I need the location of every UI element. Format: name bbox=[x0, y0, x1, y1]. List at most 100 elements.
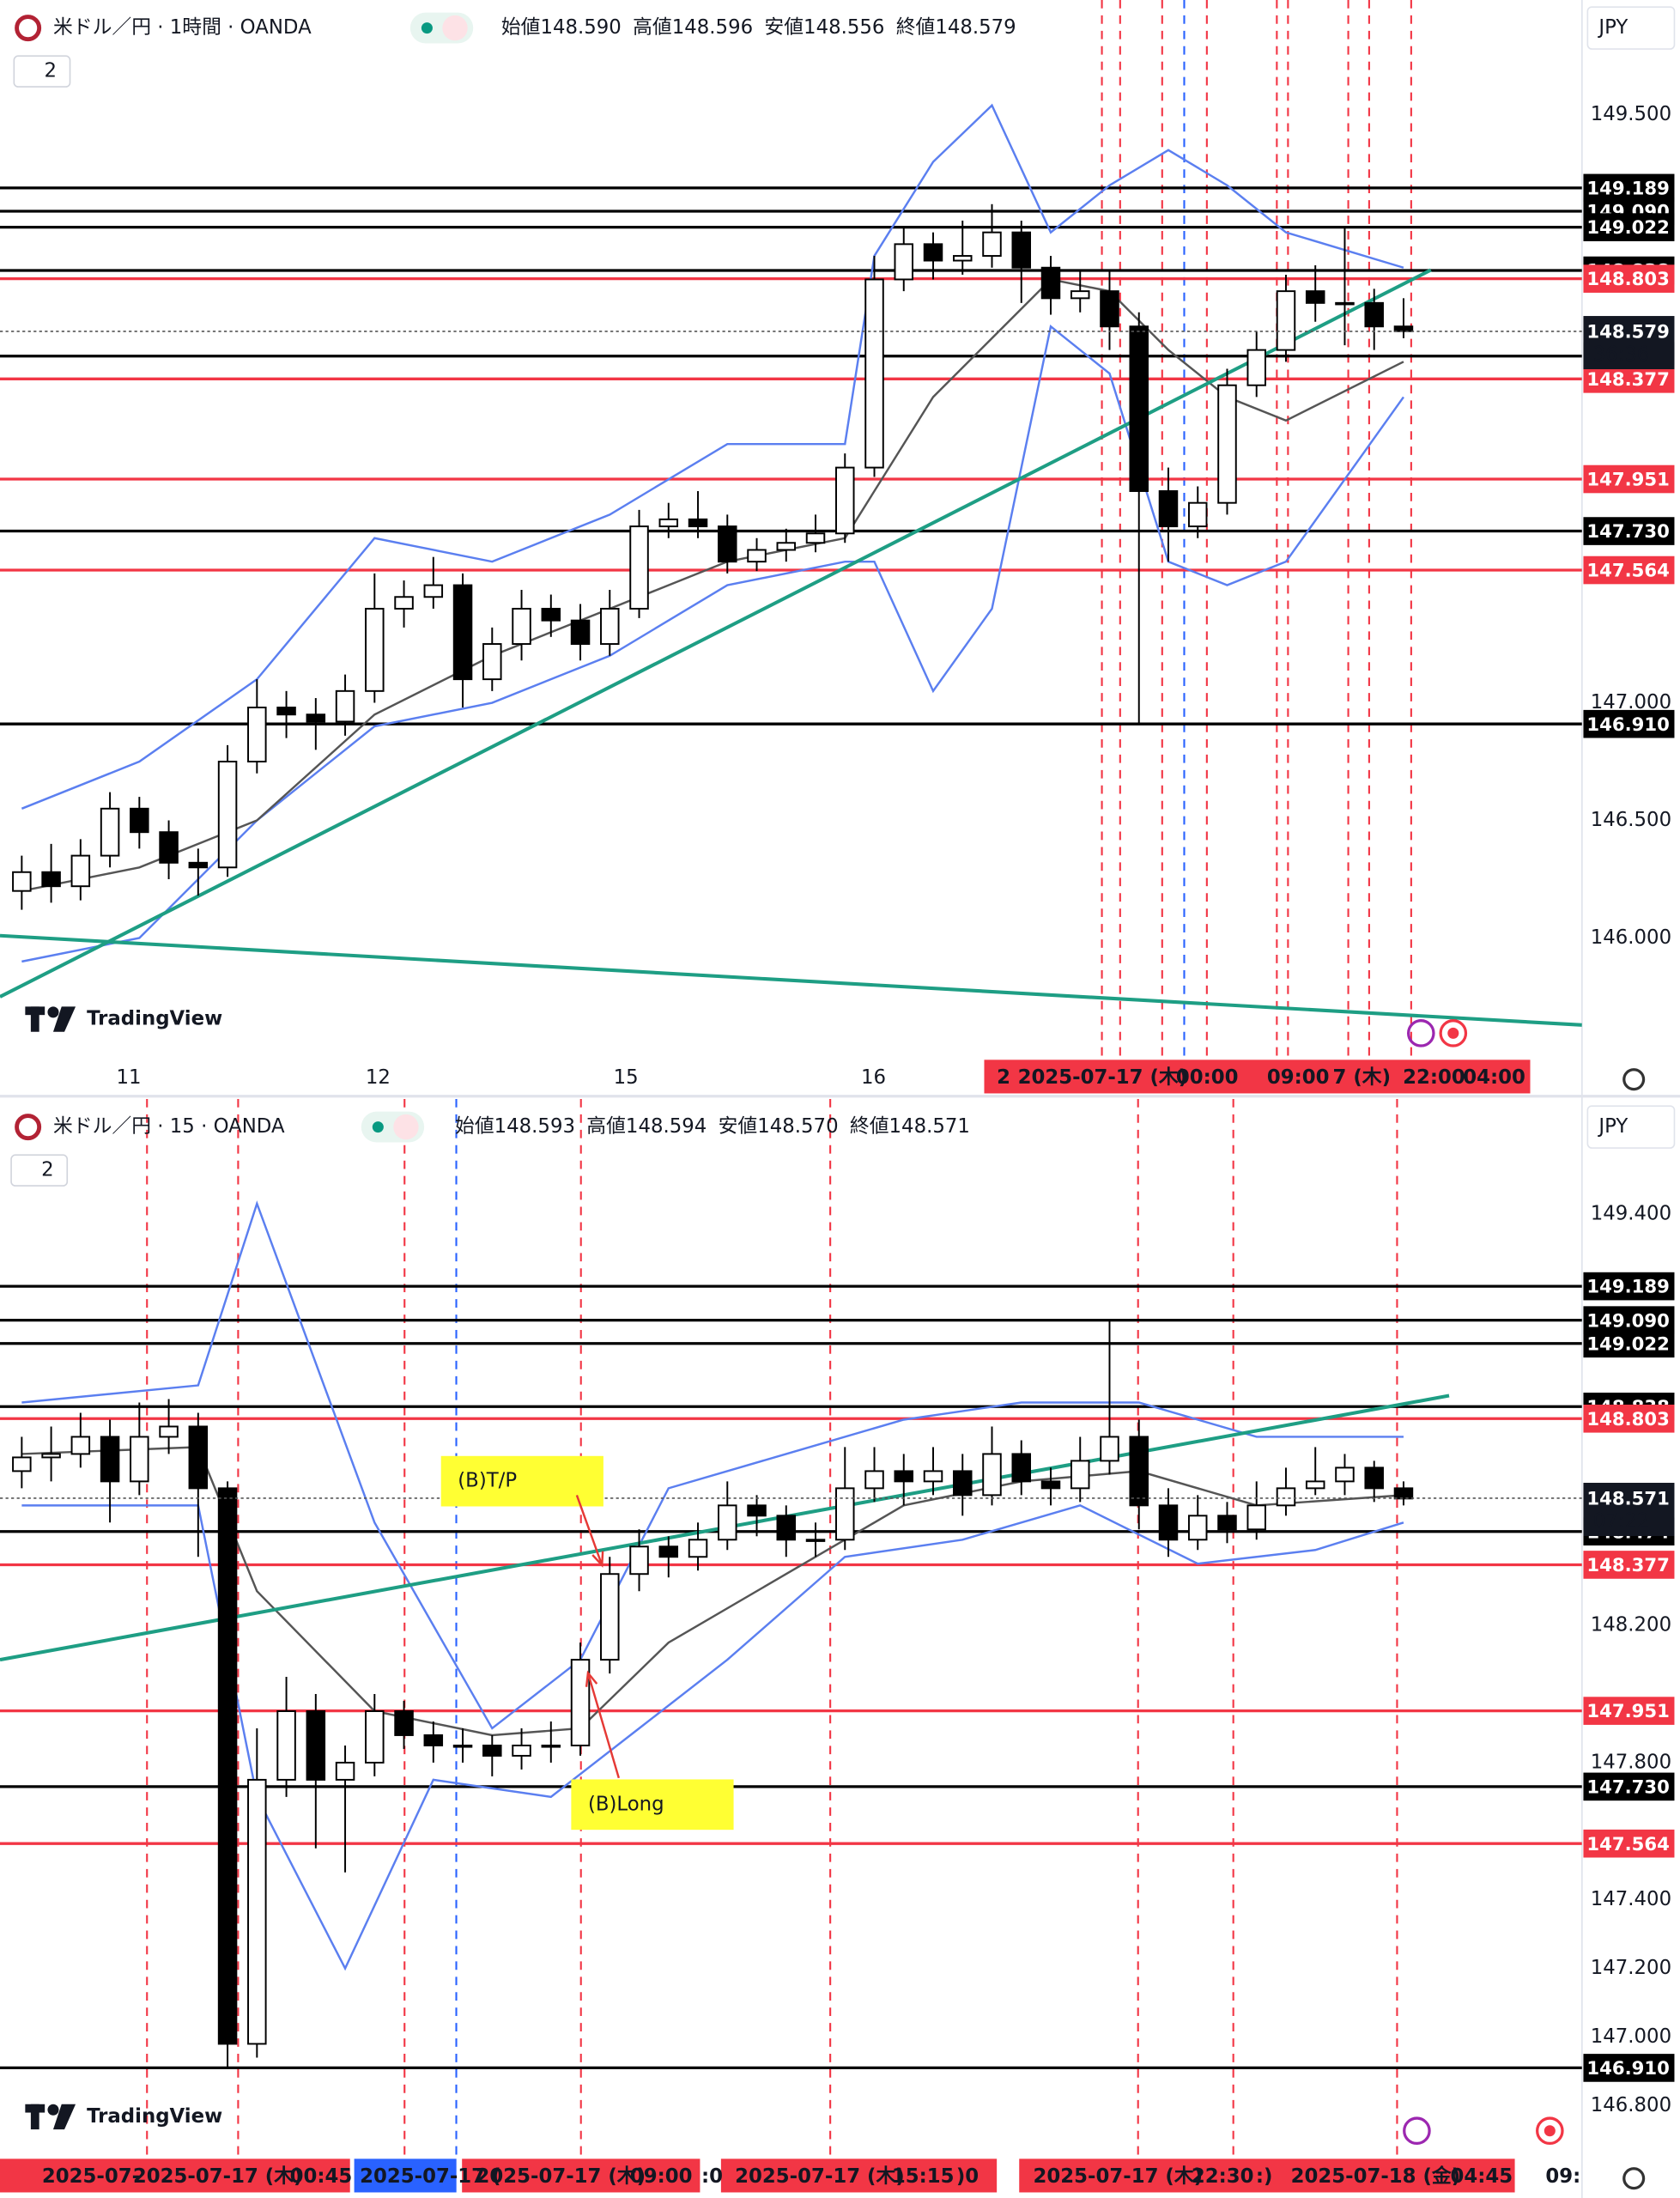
y-tick-label: 147.800 bbox=[1591, 1751, 1671, 1773]
record-dot bbox=[1544, 2125, 1556, 2137]
level-label: 149.189 bbox=[1586, 1276, 1670, 1297]
candle-body bbox=[306, 713, 326, 723]
status-dot bbox=[372, 1121, 384, 1133]
logo-mark bbox=[30, 2104, 39, 2130]
candle-body bbox=[570, 619, 591, 646]
x-tick-label: 16 bbox=[861, 1066, 886, 1089]
level-label: 147.951 bbox=[1586, 469, 1670, 490]
time-label: 09:00 bbox=[1267, 1066, 1330, 1089]
level-label: 148.377 bbox=[1586, 368, 1670, 390]
candle-body bbox=[276, 1710, 296, 1781]
candle-body bbox=[1217, 1515, 1237, 1531]
x-tick-label: 15 bbox=[614, 1066, 639, 1089]
candle-body bbox=[1187, 501, 1208, 528]
level-label: 149.022 bbox=[1586, 1333, 1670, 1354]
currency-label: JPY bbox=[1597, 16, 1628, 39]
currency-box bbox=[1586, 6, 1676, 50]
candle-body bbox=[1335, 301, 1355, 306]
candle-body bbox=[835, 1487, 855, 1541]
candle-body bbox=[1305, 1480, 1325, 1490]
candle-body bbox=[365, 607, 385, 692]
candle-body bbox=[1070, 290, 1090, 300]
level-label-box bbox=[1583, 1272, 1675, 1301]
candle-body bbox=[306, 1710, 326, 1781]
time-label-box bbox=[984, 1060, 1531, 1094]
level-label: 147.951 bbox=[1586, 1700, 1670, 1721]
indicator-toggle bbox=[10, 1154, 69, 1187]
indicator-toggle bbox=[13, 55, 71, 88]
indicator-line bbox=[21, 325, 1404, 963]
candle-body bbox=[805, 1539, 826, 1542]
time-label: :) bbox=[1256, 2165, 1273, 2188]
logo-mark bbox=[52, 1006, 76, 1032]
y-tick-label: 146.500 bbox=[1591, 809, 1671, 831]
ohlc-label: 高値148.594 bbox=[586, 1115, 707, 1138]
candle-body bbox=[541, 607, 561, 622]
candle-body bbox=[130, 807, 149, 834]
y-tick-label: 147.200 bbox=[1591, 1957, 1671, 1979]
chart-title: 米ドル／円 · 1時間 · OANDA bbox=[53, 16, 312, 39]
candle-body bbox=[1364, 1466, 1384, 1490]
ohlc-label: 終値148.579 bbox=[896, 16, 1016, 39]
candle-body bbox=[600, 1573, 620, 1661]
x-tick-label: 12 bbox=[366, 1066, 391, 1089]
candle-body bbox=[658, 1545, 679, 1558]
last-price-label: 148.579 bbox=[1586, 321, 1670, 343]
candle-body bbox=[718, 1504, 737, 1541]
candle-body bbox=[776, 542, 797, 551]
candle-body bbox=[1276, 290, 1296, 351]
level-label: 148.803 bbox=[1586, 268, 1670, 289]
level-label-box bbox=[1583, 464, 1675, 494]
candle-body bbox=[1393, 325, 1414, 332]
candle-body bbox=[1129, 1436, 1149, 1507]
annotation-arrow bbox=[586, 1673, 621, 1779]
annotation-arrowhead bbox=[585, 1670, 598, 1687]
level-label-box bbox=[1583, 709, 1675, 738]
candle-body bbox=[894, 243, 914, 281]
ohlc-label: 安値148.556 bbox=[764, 16, 884, 39]
level-label-box bbox=[1583, 1551, 1675, 1579]
status-dot bbox=[421, 22, 433, 34]
annotation-box bbox=[571, 1779, 734, 1831]
candle-body bbox=[335, 1761, 355, 1781]
candle-body bbox=[423, 1734, 444, 1746]
level-label: 147.564 bbox=[1586, 1833, 1670, 1855]
level-label-box bbox=[1583, 1329, 1675, 1358]
candle-body bbox=[1129, 325, 1149, 492]
candle-body bbox=[864, 1470, 884, 1490]
candle-body bbox=[1246, 1504, 1266, 1531]
annotation-text: (B)Long bbox=[588, 1793, 664, 1815]
y-tick-label: 147.000 bbox=[1591, 691, 1671, 713]
time-label: 22:30 bbox=[1192, 2165, 1254, 2188]
level-label: 146.910 bbox=[1586, 713, 1670, 735]
level-label-box bbox=[1583, 213, 1675, 241]
candle-body bbox=[1276, 1487, 1296, 1507]
candle-body bbox=[247, 1778, 267, 2045]
ohlc-label: 始値148.590 bbox=[501, 16, 622, 39]
level-label-box bbox=[1583, 517, 1675, 545]
time-label: 2025-07-17 ( bbox=[360, 2165, 500, 2188]
level-label-box bbox=[1583, 2054, 1675, 2082]
candle-body bbox=[629, 525, 649, 610]
candle-body bbox=[953, 1470, 973, 1497]
time-label: 7 (木) bbox=[1333, 1066, 1391, 1089]
status-pill-pink bbox=[393, 1114, 419, 1140]
currency-label: JPY bbox=[1597, 1115, 1628, 1138]
y-tick-label: 149.400 bbox=[1591, 1202, 1671, 1224]
candle-body bbox=[41, 1453, 61, 1459]
indicator-count: 2 bbox=[44, 60, 57, 82]
candle-body bbox=[1364, 301, 1384, 328]
plot-area bbox=[0, 0, 1582, 1058]
candle-body bbox=[1217, 384, 1237, 504]
candle-body bbox=[12, 1456, 32, 1472]
ohlc-label: 終値148.571 bbox=[850, 1115, 970, 1138]
candle-body bbox=[423, 584, 444, 598]
time-label: :0 bbox=[701, 2165, 723, 2188]
candle-body bbox=[1040, 1480, 1061, 1490]
candle-body bbox=[688, 518, 708, 528]
logo-mark bbox=[52, 2104, 76, 2130]
time-label: 2025-07-17 (木) bbox=[735, 2165, 905, 2188]
time-label: 04:00 bbox=[1463, 1066, 1525, 1089]
time-label-box bbox=[354, 2159, 457, 2193]
